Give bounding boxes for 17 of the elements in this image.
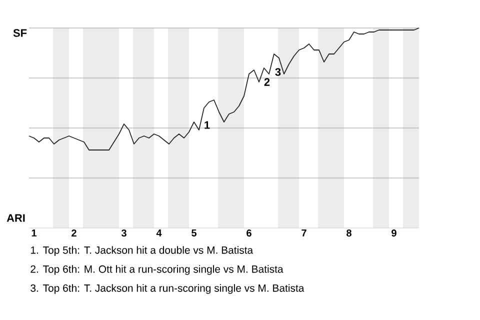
x-tick-label: 1 [32,230,36,236]
x-tick-label: 8 [346,230,352,237]
x-tick-label: 5 [192,230,196,236]
x-tick-label: 9 [392,230,396,237]
x-tick-label: 2 [72,230,76,236]
x-tick-label: 6 [246,230,252,237]
text: 1. Top 5th: T. Jackson hit a double vs M. Batista [31,246,254,256]
annotation: 1 [204,121,210,129]
x-tick-label: 3 [121,230,126,237]
x-tick-label: 4 [156,230,162,236]
annotation: 3 [275,68,281,76]
text: 2. Top 6th: M. Ott hit a run-scoring single vs M. Batista [30,265,284,275]
text: 3. Top 6th: T. Jackson hit a run-scoring single vs M. Batista [30,284,304,294]
text: ARI [6,214,25,222]
text: SF [13,29,27,37]
x-tick-label: 7 [302,230,306,236]
annotation: 2 [264,78,270,86]
